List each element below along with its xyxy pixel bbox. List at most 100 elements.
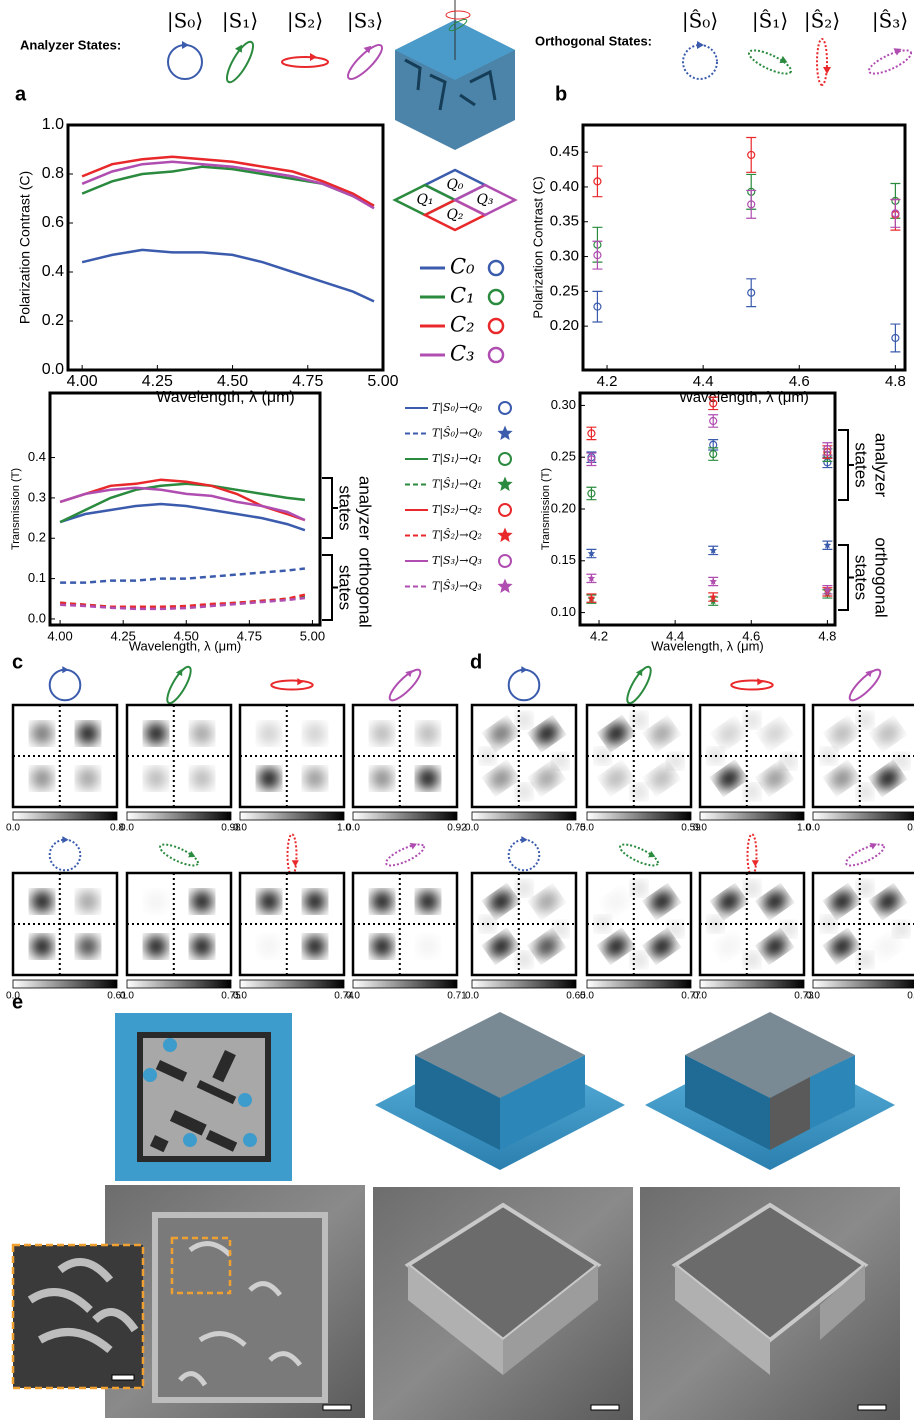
sem-feature (178, 1371, 208, 1387)
crosshair (587, 705, 691, 807)
x-tick-label: 5.00 (367, 373, 398, 390)
state-icon (385, 843, 425, 867)
sem-feature (248, 1281, 282, 1297)
inset-feature (38, 1328, 113, 1354)
plot-frame (66, 123, 385, 372)
inset-feature (92, 1308, 139, 1333)
heatmap-frame (698, 871, 806, 977)
x-tick-label: 4.75 (237, 628, 262, 643)
y-tick-label: 0.1 (28, 570, 46, 585)
y-tick-label: 0.25 (550, 282, 579, 299)
heatmap (585, 871, 693, 977)
state-icon (347, 44, 383, 80)
state-icon (747, 49, 793, 75)
x-tick-label: 4.00 (67, 373, 98, 390)
heatmap-spot (717, 722, 742, 745)
arrow-head (869, 843, 877, 850)
x-tick-label: 4.00 (47, 628, 72, 643)
center-render (395, 0, 515, 150)
legend-marker (487, 259, 505, 277)
polarization-ellipse (619, 843, 659, 867)
heatmap (351, 871, 459, 977)
heatmap-noise (516, 951, 532, 968)
state-icon (507, 666, 541, 702)
heatmap-spot (762, 722, 787, 745)
heatmap-noise (516, 880, 532, 897)
render-wall-left (415, 1055, 500, 1150)
arrow-head (865, 670, 873, 678)
heatmap-spot (830, 890, 855, 913)
point (823, 444, 832, 454)
design-pattern (149, 1135, 169, 1153)
point (587, 594, 596, 602)
heatmap-spot (258, 722, 281, 745)
crosshair (127, 873, 231, 975)
heatmap-spot (875, 722, 900, 745)
heatmap-frame (351, 871, 459, 977)
heatmap (470, 703, 578, 809)
legend-marker (487, 346, 505, 364)
panel-label: e (12, 991, 23, 1013)
state-label: |Ŝ₂⟩ (804, 8, 840, 34)
polarization-ellipse (816, 38, 828, 86)
y-tick-label: 0.4 (28, 449, 46, 464)
colorbar (352, 979, 458, 989)
heatmap-spot (489, 935, 514, 958)
panel-label: b (555, 83, 567, 105)
heatmap (238, 703, 346, 809)
heatmap-frame (238, 871, 346, 977)
bracket (322, 554, 338, 621)
arrow-head (757, 678, 764, 686)
legend-marker (487, 288, 505, 306)
orthogonal-label: Orthogonal States: (535, 33, 652, 48)
state-icon (388, 668, 422, 702)
y-tick-label: 0.2 (42, 312, 64, 329)
heatmap-noise (631, 712, 647, 729)
heatmap-spot (604, 935, 629, 958)
polarization-ellipse (347, 44, 383, 80)
heatmap-spot (830, 935, 855, 958)
legend-marker (497, 578, 513, 593)
state-icon (270, 678, 314, 691)
bracket-label: states (852, 555, 871, 600)
legend-marker (498, 554, 512, 568)
colorbar-min: 0.0 (465, 823, 479, 834)
colorbar (239, 979, 345, 989)
point (709, 399, 718, 408)
colorbar-min: 0.0 (6, 991, 20, 1002)
heatmap-spot (371, 890, 394, 913)
colorbar-min: 0.0 (806, 823, 820, 834)
error-bar (822, 442, 833, 456)
heatmap-spot (258, 935, 281, 958)
error-bar (592, 240, 603, 270)
heatmap-noise (857, 880, 873, 897)
heatmap-spot (604, 767, 629, 790)
y-axis-label: Polarization Contrast (C) (530, 176, 545, 318)
state-icon (281, 53, 329, 68)
crosshair (240, 705, 344, 807)
polarization-circle (48, 668, 82, 702)
plot-frame (578, 391, 837, 627)
heatmap-noise (744, 783, 760, 800)
colorbar-max: 0.71 (447, 991, 467, 1002)
heatmap-noise (857, 951, 873, 968)
colorbar-min: 0.0 (580, 823, 594, 834)
heatmap-spot (190, 767, 213, 790)
heatmap-noise (744, 951, 760, 968)
y-tick-label: 0.25 (551, 449, 576, 464)
heatmap (698, 703, 806, 809)
legend-label: T|S₂⟩→Q₂ (432, 503, 482, 517)
y-tick-label: 0.0 (28, 610, 46, 625)
y-tick-label: 0.45 (550, 143, 579, 160)
heatmap-spot (371, 722, 394, 745)
heatmap-frame (470, 703, 578, 809)
heatmap-spot (762, 935, 787, 958)
data-line (59, 486, 306, 522)
colorbar-max: 0.98 (221, 823, 241, 834)
bracket-label: states (852, 442, 871, 487)
state-icon (626, 665, 652, 705)
heatmap-spot (489, 722, 514, 745)
y-tick-label: 0.4 (42, 263, 64, 280)
arrow-head (62, 666, 69, 674)
